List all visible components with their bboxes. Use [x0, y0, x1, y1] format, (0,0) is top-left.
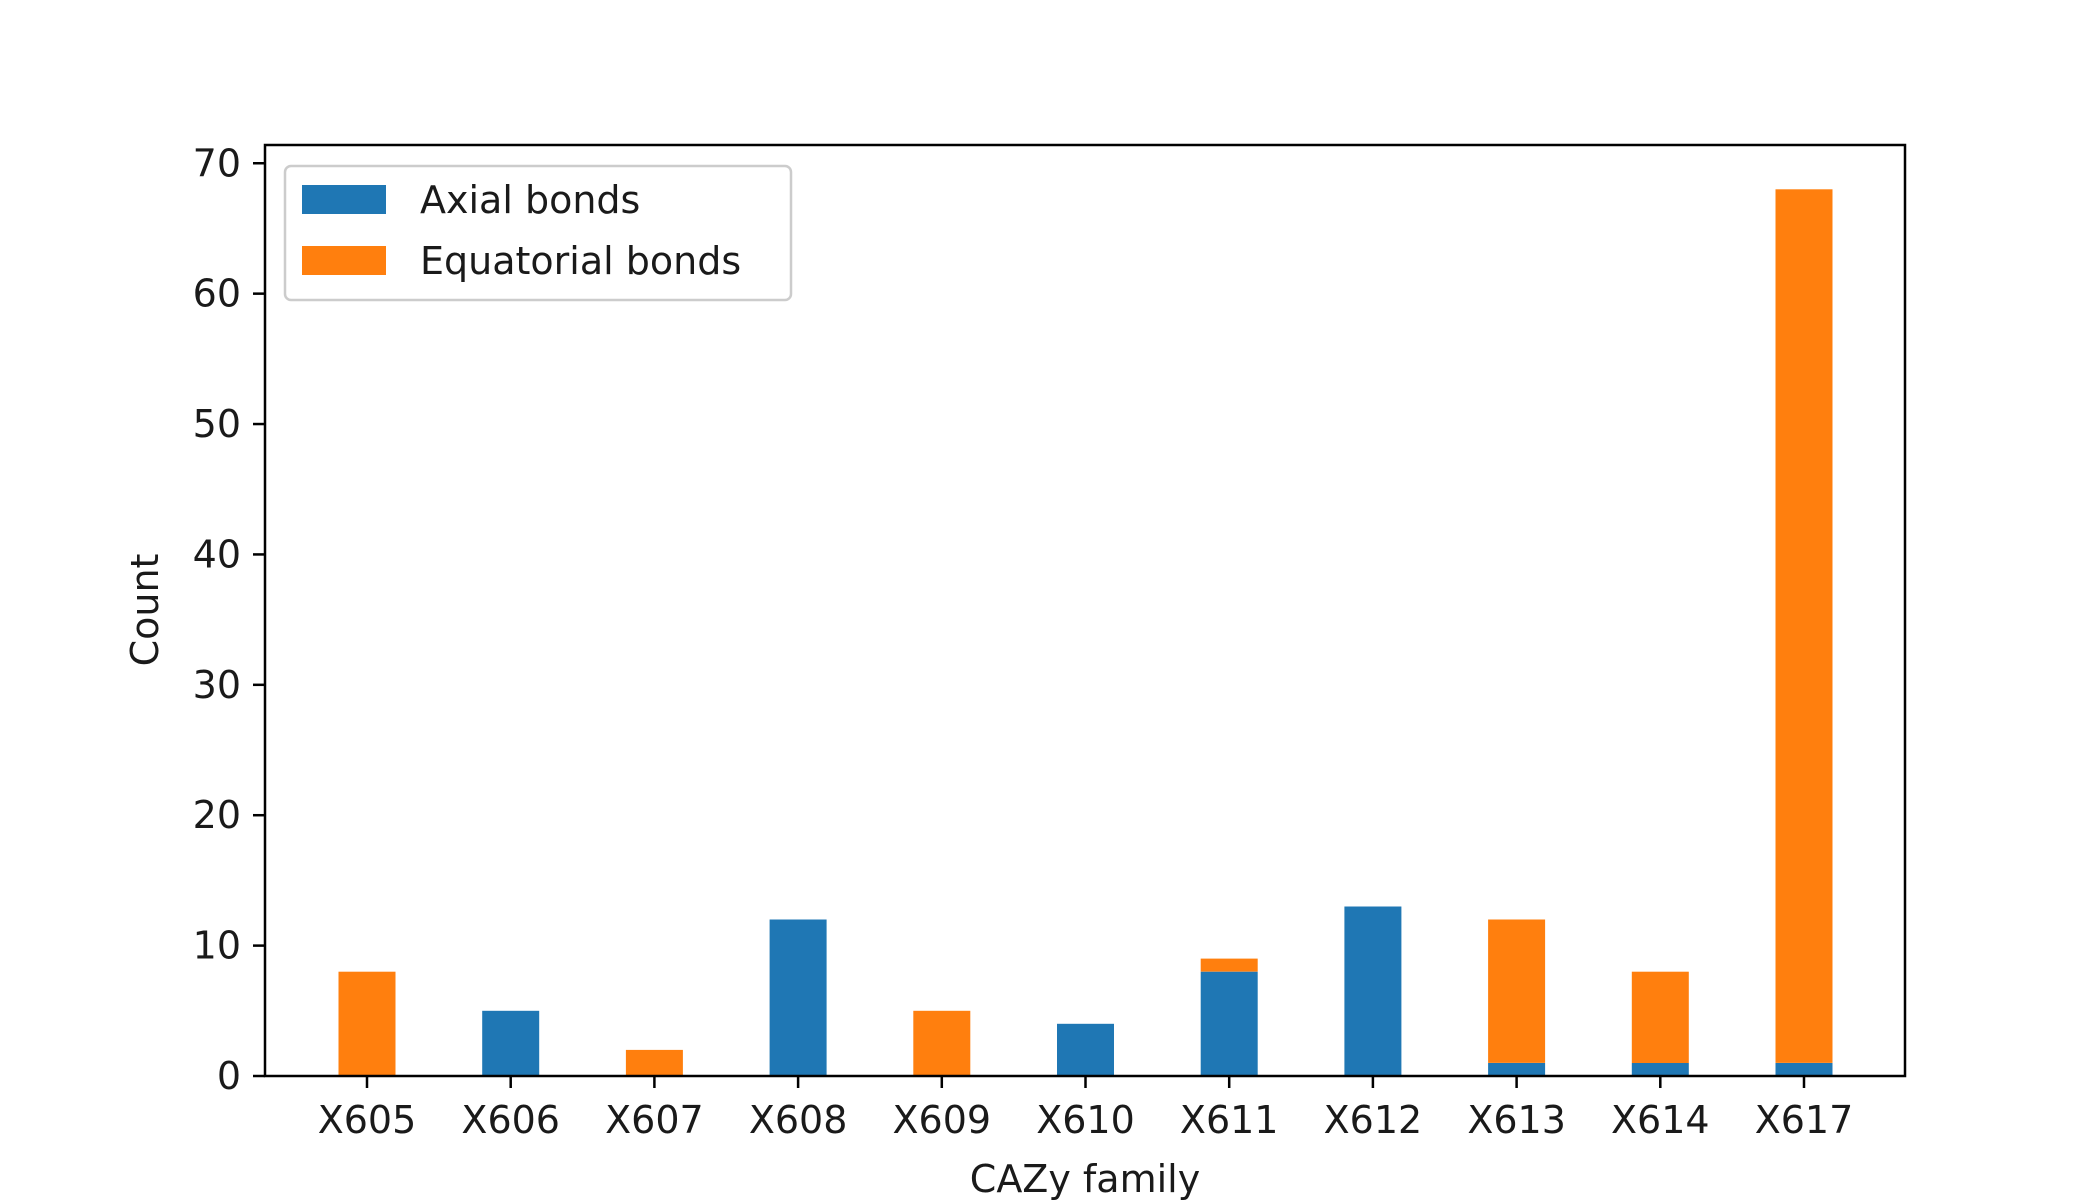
y-tick-label: 50: [193, 402, 241, 446]
y-tick-label: 40: [193, 532, 241, 576]
x-tick-label: X605: [318, 1098, 417, 1142]
bar-equatorial-x605: [338, 971, 396, 1076]
bar-equatorial-x613: [1488, 919, 1546, 1063]
x-tick-label: X608: [749, 1098, 848, 1142]
bar-equatorial-x614: [1631, 971, 1689, 1063]
y-tick-label: 20: [193, 793, 241, 837]
bar-equatorial-x609: [913, 1010, 971, 1076]
legend: Axial bonds Equatorial bonds: [283, 164, 793, 302]
x-tick-label: X609: [893, 1098, 992, 1142]
x-axis-ticks: X605 X606 X607 X608 X609 X610 X611 X612 X613 X614…: [318, 1076, 1854, 1142]
bar-axial-x610: [1057, 1023, 1114, 1076]
y-tick-label: 0: [217, 1054, 241, 1098]
legend-swatch-equatorial: [302, 246, 386, 275]
y-tick-label: 70: [193, 141, 241, 185]
x-tick-label: X617: [1755, 1098, 1854, 1142]
y-tick-label: 30: [193, 663, 241, 707]
x-tick-label: X614: [1611, 1098, 1710, 1142]
bar-axial-x617: [1775, 1063, 1833, 1076]
x-tick-label: X606: [461, 1098, 560, 1142]
bar-axial-x612: [1344, 906, 1402, 1076]
bar-axial-x611: [1200, 971, 1258, 1076]
y-axis-ticks: 0 10 20 30 40 50 60 70: [193, 141, 265, 1098]
y-tick-label: 10: [193, 924, 241, 968]
x-axis-title: CAZy family: [970, 1157, 1200, 1200]
bar-axial-x608: [769, 919, 827, 1076]
bars-group: [338, 189, 1833, 1076]
x-tick-label: X607: [605, 1098, 704, 1142]
bar-equatorial-x617: [1775, 189, 1833, 1063]
legend-frame: [283, 164, 793, 302]
legend-swatch-axial: [302, 185, 386, 214]
bar-axial-x614: [1631, 1063, 1689, 1076]
legend-label-axial: Axial bonds: [420, 178, 640, 222]
bar-axial-x613: [1488, 1063, 1546, 1076]
bar-axial-x606: [482, 1010, 540, 1076]
x-tick-label: X610: [1036, 1098, 1135, 1142]
bar-equatorial-x611: [1200, 958, 1258, 972]
bar-equatorial-x607: [625, 1049, 683, 1076]
x-tick-label: X611: [1180, 1098, 1279, 1142]
legend-label-equatorial: Equatorial bonds: [420, 239, 741, 283]
y-tick-label: 60: [193, 272, 241, 316]
x-tick-label: X612: [1324, 1098, 1423, 1142]
x-tick-label: X613: [1467, 1098, 1566, 1142]
y-axis-title: Count: [123, 554, 167, 667]
